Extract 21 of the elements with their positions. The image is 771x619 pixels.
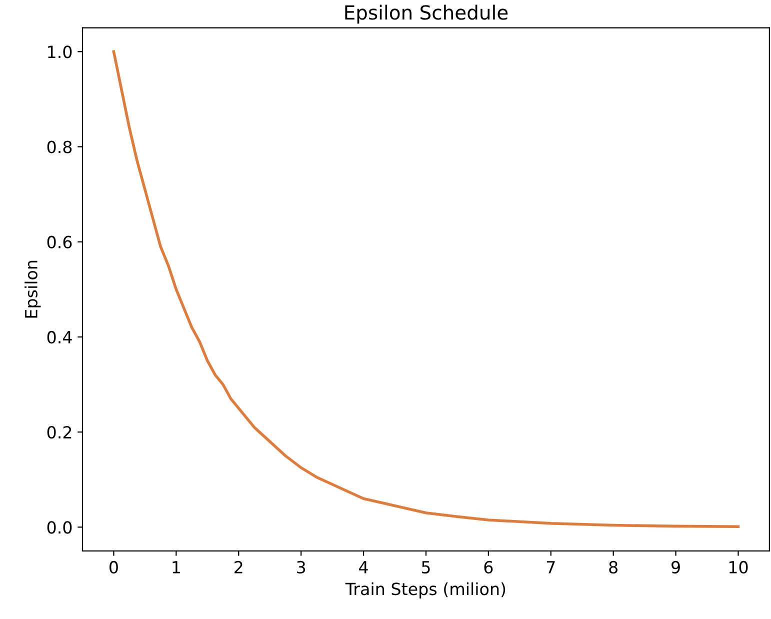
- x-axis-title: Train Steps (milion): [345, 582, 506, 598]
- x-tick-label: 3: [297, 560, 306, 574]
- y-tick-label: 0.4: [47, 330, 72, 344]
- x-tick-label: 1: [172, 561, 180, 574]
- x-tick-label: 8: [609, 560, 618, 574]
- x-tick-label: 5: [422, 561, 430, 574]
- x-tick-label: 7: [546, 561, 555, 574]
- x-tick-label: 9: [672, 560, 680, 574]
- y-tick-label: 0.2: [47, 426, 72, 439]
- y-tick-label: 1.0: [48, 46, 72, 58]
- chart-title: Epsilon Schedule: [345, 4, 508, 24]
- y-axis-title: Epsilon: [24, 260, 41, 318]
- y-tick-label: 0.0: [47, 521, 72, 534]
- x-tick-label: 6: [484, 560, 493, 574]
- x-tick-label: 4: [359, 561, 368, 574]
- x-tick-label: 0: [110, 560, 118, 574]
- y-tick-label: 0.6: [47, 236, 72, 248]
- line-series: [112, 50, 740, 528]
- x-tick-label: 10: [729, 560, 748, 574]
- x-tick-label: 2: [234, 560, 242, 574]
- y-tick-label: 0.8: [47, 140, 72, 154]
